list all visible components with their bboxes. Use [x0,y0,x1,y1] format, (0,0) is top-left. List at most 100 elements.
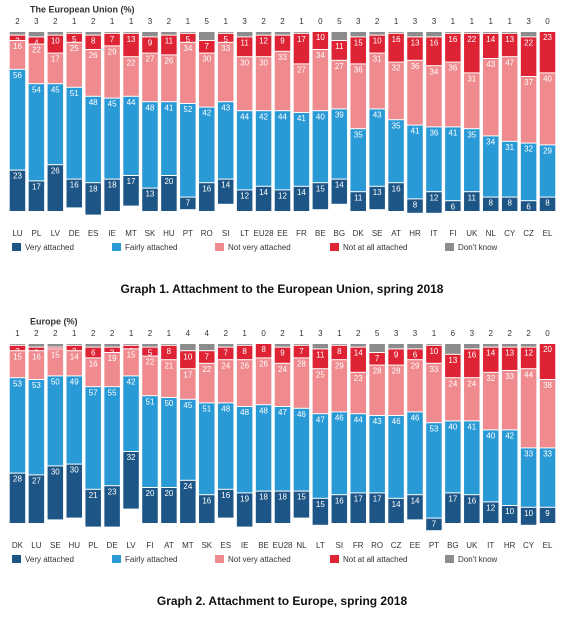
x-tick-label: FR [353,541,364,550]
bar-segment [161,55,177,102]
value-label: 7 [186,199,191,208]
value-label: 15 [354,39,363,48]
value-label: 1 [167,329,172,338]
bar-segment [9,170,26,211]
bar-segment [236,493,253,527]
bar-segment [293,33,310,64]
value-label: 2 [53,17,58,26]
legend-label: Don't know [458,243,498,252]
value-label: 11 [316,351,325,360]
bar-segment [236,407,253,493]
bar-segment [180,399,196,480]
bar-segment [123,96,139,175]
bar-segment [464,344,480,349]
bar-segment [217,360,234,403]
value-label: 8 [489,199,494,208]
bar-segment [142,188,158,211]
value-label: 20 [146,489,155,498]
bar-segment [501,371,518,430]
bar-segment [217,33,234,42]
value-label: 6 [451,329,456,338]
bar-segment [217,42,234,102]
value-label: 3 [470,329,475,338]
bar-segment [482,430,499,502]
bar-segment [161,102,177,175]
value-label: 8 [337,347,342,356]
bar-segment [9,378,26,473]
bar-segment [482,197,499,211]
bar-segment [66,344,83,345]
value-label: 57 [89,388,98,397]
bar-segment [369,353,385,365]
value-label: 2 [15,17,20,26]
value-label: 5 [223,35,228,44]
value-label: 1 [299,17,304,26]
bar-segment [331,109,348,179]
bar-segment [539,448,556,507]
bar-segment [464,421,480,495]
bar-segment [369,35,385,53]
value-label: 15 [51,351,60,360]
bar-segment [47,53,64,84]
bar-segment [350,129,366,192]
bar-segment [199,344,215,351]
value-label: 24 [278,365,287,374]
bar-segment [217,344,234,347]
value-label: 5 [337,17,342,26]
bar-segment [426,363,442,423]
bar-segment [274,347,291,363]
value-label: 3 [148,17,153,26]
value-label: 12 [278,192,287,201]
bar-segment [9,344,26,345]
bar-segment [199,41,215,53]
bar-segment [255,358,272,405]
value-label: 11 [468,193,477,202]
value-label: 17 [354,495,363,504]
x-tick-label: BE [258,541,269,550]
value-label: 44 [524,370,533,379]
bar-segment [180,32,196,33]
value-label: 11 [335,42,344,51]
value-label: 27 [335,62,344,71]
value-label: 5 [186,35,191,44]
value-label: 9 [280,349,285,358]
value-label: 19 [108,354,117,363]
value-label: 30 [51,468,60,477]
value-label: 44 [354,415,363,424]
bar-segment [426,423,442,518]
value-label: 47 [278,408,287,417]
bar-segment [445,62,461,127]
value-label: 6 [413,351,418,360]
x-tick-label: LT [240,229,249,238]
legend-label: Very attached [25,555,74,564]
value-label: 16 [335,496,344,505]
value-label: 28 [373,367,382,376]
value-label: 5 [375,329,380,338]
bar-segment [331,60,348,109]
value-label: 54 [32,85,41,94]
value-label: 56 [13,71,22,80]
x-tick-label: HU [163,229,175,238]
bar-segment [28,181,45,211]
value-label: 1 [470,17,475,26]
x-tick-label: DK [12,541,24,550]
value-label: 50 [51,378,60,387]
value-label: 22 [467,35,476,44]
bar-segment [180,104,196,197]
value-label: 7 [205,352,210,361]
value-label: 2 [280,329,285,338]
x-tick-label: CZ [523,229,534,238]
bar-segment [312,414,329,498]
value-label: 17 [448,495,457,504]
caption: Graph 1. Attachment to the European Unio… [121,282,444,296]
bar-segment [47,35,64,53]
x-tick-label: EU28 [272,541,293,550]
bar-segment [142,396,158,487]
x-tick-label: NL [296,541,307,550]
bar-segment [293,408,310,491]
value-label: 42 [202,109,211,118]
bar-segment [104,344,120,347]
bar-segment [255,344,272,358]
bar-segment [142,356,158,396]
legend-swatch [112,243,121,251]
